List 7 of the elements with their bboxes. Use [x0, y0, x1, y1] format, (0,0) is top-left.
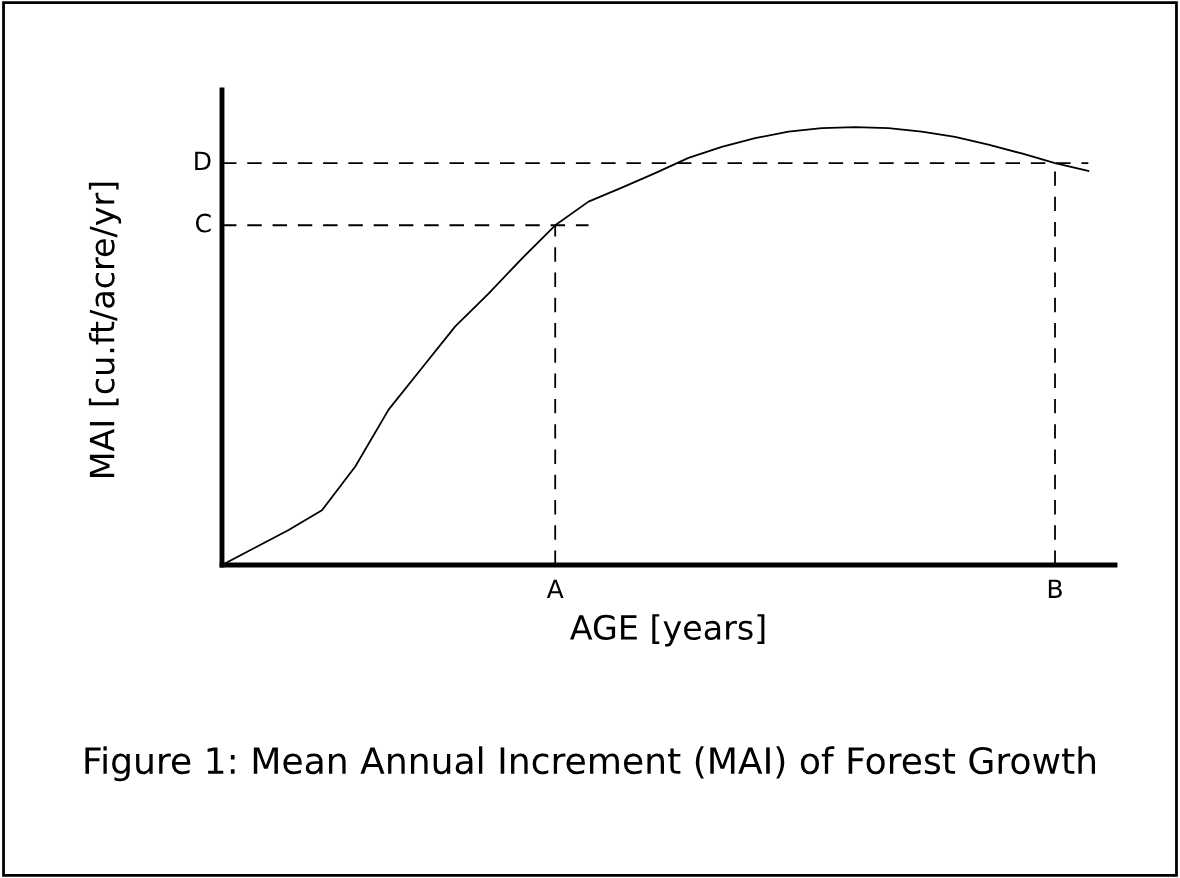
- y-axis-title: MAI [cu.ft/acre/yr]: [88, 182, 122, 477]
- ref-line-label: C: [195, 213, 211, 233]
- x-tick-label: B: [1048, 579, 1062, 598]
- x-axis-title: AGE [years]: [570, 614, 765, 647]
- text: Figure 1: Mean Annual Increment (MAI) of Forest Growth: [85, 746, 1096, 782]
- x-tick-label: A: [546, 579, 564, 598]
- ref-line-label: D: [195, 151, 211, 171]
